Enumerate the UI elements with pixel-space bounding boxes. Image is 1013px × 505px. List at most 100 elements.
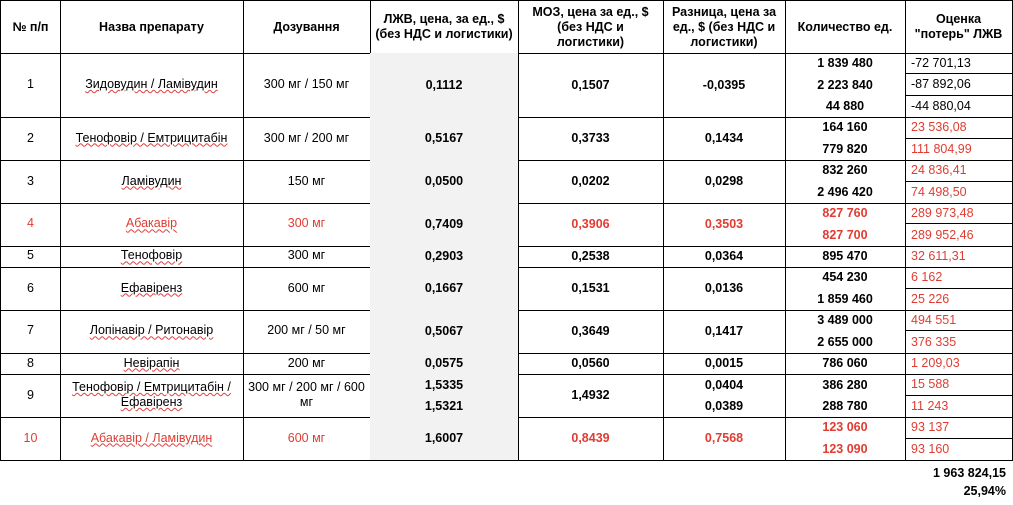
dose: 300 мг / 200 мг / 600 мг xyxy=(248,380,365,410)
diff-value: 0,0298 xyxy=(704,174,744,188)
name-text: Абакавір / Ламівудин xyxy=(60,417,243,459)
moz-value: 0,3906 xyxy=(571,216,610,231)
cell: 24 836,41 74 498,50 xyxy=(905,160,1013,204)
loss-value: 376 335 xyxy=(911,334,957,349)
cell: 0,7568 xyxy=(663,417,786,461)
cell: 93 137 93 160 xyxy=(905,417,1013,461)
name: Тенофовір / Емтрицитабін xyxy=(75,130,228,145)
cell: 454 230 1 859 460 xyxy=(785,267,906,312)
dose-text: 200 мг / 50 мг xyxy=(243,310,370,352)
name-text: Тенофовір / Емтрицитабін /Ефавіренз xyxy=(60,374,243,416)
name-text: Тенофовір / Емтрицитабін xyxy=(60,117,243,159)
cell: Лопінавір / Ритонавір xyxy=(60,310,244,354)
total: 1 963 824,15 xyxy=(933,465,1006,480)
cell: 8 xyxy=(0,352,61,376)
cell: 9 xyxy=(0,374,61,419)
header-text: МОЗ, цена за ед., $ (без НДС и логистики… xyxy=(532,4,649,49)
num: 2 xyxy=(27,130,34,145)
lzhv-value: 0,5167 xyxy=(424,131,464,146)
cell: 289 973,48 289 952,46 xyxy=(905,202,1013,247)
cell: 6 xyxy=(0,267,61,312)
cell: 0,1434 xyxy=(663,117,786,162)
cell: 0,0202 xyxy=(518,160,664,204)
lzhv-value: 1,6007 xyxy=(424,431,464,446)
dose-text: 300 мг xyxy=(243,203,370,245)
diff-value: 0,7568 xyxy=(704,431,744,446)
num: 7 xyxy=(27,323,34,338)
header-cell: МОЗ, цена за ед., $ (без НДС и логистики… xyxy=(518,0,664,54)
dose-text: 300 мг / 150 мг xyxy=(243,53,370,116)
loss-value: -44 880,04 xyxy=(911,99,971,114)
diff-value: 0,1417 xyxy=(704,323,744,338)
moz-value: 0,3649 xyxy=(571,323,610,338)
name: Тенофовір xyxy=(120,248,183,263)
loss-value: 289 973,48 xyxy=(905,203,1012,225)
cell: 0,3733 xyxy=(518,117,664,162)
diff-value: 0,0015 xyxy=(704,356,744,371)
num: 3 xyxy=(27,173,34,188)
cell: 15 588 11 243 xyxy=(905,374,1013,419)
cell: 600 мг xyxy=(243,267,371,312)
cell: 123 060 123 090 xyxy=(785,417,906,461)
name-text: Абакавір xyxy=(60,203,243,245)
header-cell: Разница, цена за ед., $ (без НДС и логис… xyxy=(663,0,786,54)
dose: 300 мг xyxy=(287,248,326,263)
cell: 0,0298 xyxy=(663,160,786,204)
cell: 0,3906 xyxy=(518,202,664,247)
qty-value: 2 655 000 xyxy=(817,334,873,349)
cell: 23 536,08 111 804,99 xyxy=(905,117,1013,162)
cell: 10 xyxy=(0,417,61,461)
qty-value: 386 280 xyxy=(822,377,868,392)
cell: 0,0364 xyxy=(663,245,786,269)
loss-value: 24 836,41 xyxy=(905,160,1012,182)
qty-value: 3 489 000 xyxy=(817,313,873,328)
qty-value: 786 060 xyxy=(822,356,868,371)
name-text: Невірапін xyxy=(60,353,243,373)
lzhv-value: 0,0500 xyxy=(424,174,464,188)
lzhv-value: 0,7409 xyxy=(424,216,464,231)
num-text: 10 xyxy=(1,417,60,459)
loss-value: 1 209,03 xyxy=(911,356,960,371)
name-text: Ламівудин xyxy=(60,160,243,202)
dose: 150 мг xyxy=(287,173,326,188)
loss-value: 25 226 xyxy=(911,291,950,306)
cell: 0,5067 xyxy=(370,310,519,354)
diff-value: 0,0364 xyxy=(704,248,744,263)
name-text: Тенофовір xyxy=(60,246,243,266)
cell: Зидовудин / Ламівудин xyxy=(60,53,244,119)
dose-text: 600 мг xyxy=(243,417,370,459)
lzhv-value: 1,5321 xyxy=(424,398,464,413)
cell: 600 мг xyxy=(243,417,371,461)
name: Зидовудин / Ламівудин xyxy=(85,77,218,92)
cell: 0,8439 xyxy=(518,417,664,461)
header-cell: № п/п xyxy=(0,0,61,54)
num: 4 xyxy=(27,216,34,231)
name: Тенофовір / Емтрицитабін /Ефавіренз xyxy=(72,380,231,410)
cell: 0,0015 xyxy=(663,352,786,376)
header-text: № п/п xyxy=(12,19,49,34)
name-text: Ефавіренз xyxy=(60,267,243,309)
qty-value: 827 760 xyxy=(822,206,868,221)
num: 6 xyxy=(27,280,34,295)
qty-value: 164 160 xyxy=(822,120,868,135)
cell: 3 xyxy=(0,160,61,204)
dose: 300 мг / 150 мг xyxy=(263,77,350,92)
cell: 200 мг xyxy=(243,352,371,376)
num-text: 2 xyxy=(1,117,60,159)
dose-text: 150 мг xyxy=(243,160,370,202)
name: Ефавіренз xyxy=(120,280,183,295)
num-text: 8 xyxy=(1,353,60,373)
lzhv-value: 0,5067 xyxy=(424,323,464,338)
num-text: 6 xyxy=(1,267,60,309)
num: 1 xyxy=(27,77,34,92)
cell: Тенофовір / Емтрицитабін xyxy=(60,117,244,162)
dose-text: 300 мг xyxy=(243,246,370,266)
cell: Невірапін xyxy=(60,352,244,376)
cell: 786 060 xyxy=(785,352,906,376)
name: Абакавір xyxy=(125,216,178,231)
dose: 300 мг xyxy=(287,216,326,231)
cell: 200 мг / 50 мг xyxy=(243,310,371,354)
cell: 150 мг xyxy=(243,160,371,204)
num: 10 xyxy=(23,430,38,445)
